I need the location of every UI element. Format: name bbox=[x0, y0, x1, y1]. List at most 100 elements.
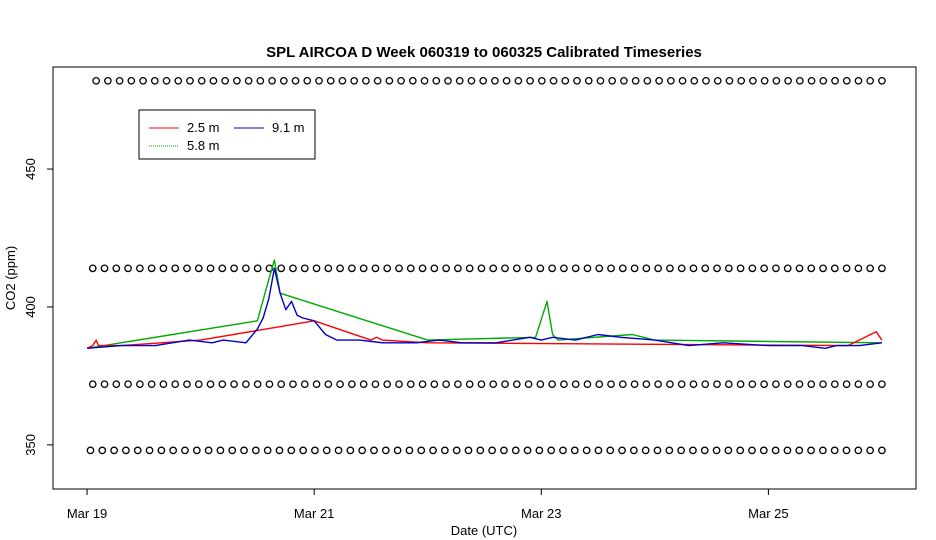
marker-point bbox=[595, 380, 604, 389]
marker-point bbox=[842, 446, 851, 455]
marker-point bbox=[253, 380, 262, 389]
marker-point bbox=[230, 380, 238, 389]
marker-point bbox=[268, 76, 276, 85]
marker-point bbox=[641, 446, 650, 455]
marker-point bbox=[559, 446, 567, 455]
marker-point bbox=[570, 446, 579, 455]
marker-point bbox=[136, 380, 144, 389]
marker-point bbox=[104, 76, 112, 85]
marker-point bbox=[171, 380, 180, 389]
marker-point bbox=[336, 264, 344, 273]
marker-point bbox=[159, 264, 168, 273]
marker-point bbox=[807, 380, 816, 389]
marker-point bbox=[265, 380, 274, 389]
marker-point bbox=[429, 446, 437, 455]
marker-point bbox=[206, 380, 215, 389]
x-tick-label: Mar 23 bbox=[521, 506, 561, 521]
marker-point bbox=[501, 380, 509, 389]
marker-point bbox=[618, 380, 627, 389]
marker-point bbox=[878, 264, 886, 273]
marker-point bbox=[289, 380, 297, 389]
marker-point bbox=[98, 446, 107, 455]
marker-point bbox=[467, 76, 476, 85]
marker-point bbox=[139, 76, 147, 85]
marker-point bbox=[689, 380, 698, 389]
marker-point bbox=[157, 446, 166, 455]
marker-point bbox=[536, 264, 545, 273]
marker-point bbox=[748, 264, 757, 273]
marker-point bbox=[654, 380, 662, 389]
x-axis-label: Date (UTC) bbox=[451, 523, 517, 538]
marker-rows bbox=[86, 76, 886, 455]
marker-point bbox=[831, 76, 839, 85]
y-tick-label: 450 bbox=[23, 158, 38, 180]
marker-point bbox=[618, 264, 627, 273]
marker-point bbox=[878, 76, 886, 85]
marker-point bbox=[511, 446, 520, 455]
marker-point bbox=[607, 380, 615, 389]
marker-point bbox=[642, 264, 651, 273]
marker-point bbox=[643, 76, 652, 85]
marker-point bbox=[653, 446, 662, 455]
marker-point bbox=[186, 76, 194, 85]
marker-point bbox=[326, 76, 335, 85]
marker-point bbox=[115, 76, 124, 85]
marker-point bbox=[596, 76, 605, 85]
legend-box bbox=[138, 109, 316, 160]
marker-point bbox=[334, 446, 343, 455]
x-tick-label: Mar 21 bbox=[294, 506, 334, 521]
marker-point bbox=[324, 380, 333, 389]
marker-point bbox=[432, 76, 441, 85]
marker-point bbox=[464, 446, 473, 455]
marker-point bbox=[854, 76, 863, 85]
marker-point bbox=[573, 76, 581, 85]
marker-point bbox=[713, 264, 721, 273]
marker-point bbox=[772, 264, 780, 273]
marker-point bbox=[607, 264, 615, 273]
marker-point bbox=[150, 76, 159, 85]
marker-point bbox=[244, 76, 253, 85]
marker-point bbox=[381, 446, 390, 455]
marker-point bbox=[395, 380, 403, 389]
marker-point bbox=[418, 380, 427, 389]
marker-point bbox=[736, 380, 745, 389]
marker-point bbox=[465, 264, 474, 273]
marker-point bbox=[393, 446, 402, 455]
y-tick-label: 400 bbox=[23, 296, 38, 318]
marker-point bbox=[359, 380, 368, 389]
marker-point bbox=[701, 264, 710, 273]
marker-point bbox=[724, 380, 733, 389]
x-tick-label: Mar 25 bbox=[748, 506, 788, 521]
marker-point bbox=[795, 76, 804, 85]
marker-point bbox=[512, 264, 521, 273]
marker-point bbox=[242, 264, 250, 273]
marker-point bbox=[678, 76, 687, 85]
marker-point bbox=[417, 446, 426, 455]
marker-point bbox=[228, 446, 237, 455]
marker-point bbox=[385, 76, 394, 85]
marker-point bbox=[489, 380, 498, 389]
marker-point bbox=[689, 446, 697, 455]
marker-point bbox=[373, 76, 382, 85]
marker-point bbox=[279, 76, 288, 85]
marker-point bbox=[442, 380, 450, 389]
marker-point bbox=[171, 264, 180, 273]
marker-point bbox=[183, 380, 191, 389]
marker-point bbox=[300, 264, 309, 273]
marker-point bbox=[618, 446, 626, 455]
marker-point bbox=[724, 264, 733, 273]
marker-point bbox=[405, 446, 414, 455]
marker-point bbox=[383, 264, 392, 273]
marker-point bbox=[561, 76, 570, 85]
marker-point bbox=[442, 264, 450, 273]
marker-point bbox=[145, 446, 154, 455]
x-tick-label: Mar 19 bbox=[67, 506, 107, 521]
marker-point bbox=[122, 446, 130, 455]
marker-point bbox=[547, 446, 556, 455]
marker-point bbox=[348, 264, 356, 273]
series-line-5-8-m bbox=[86, 259, 882, 349]
marker-point bbox=[772, 76, 781, 85]
marker-point bbox=[455, 76, 464, 85]
marker-point bbox=[819, 380, 827, 389]
marker-point bbox=[147, 264, 156, 273]
